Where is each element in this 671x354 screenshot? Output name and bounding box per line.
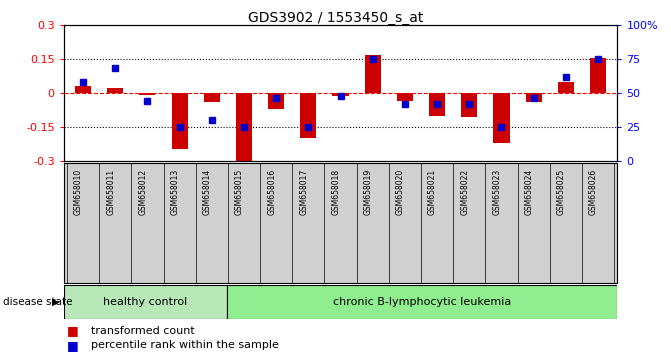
Bar: [397, 93, 413, 101]
Text: GSM658013: GSM658013: [170, 169, 180, 215]
Text: ▶: ▶: [52, 297, 59, 307]
Text: chronic B-lymphocytic leukemia: chronic B-lymphocytic leukemia: [333, 297, 511, 307]
Text: GSM658010: GSM658010: [74, 169, 83, 215]
Bar: [333, 93, 348, 96]
Bar: [107, 88, 123, 93]
Text: transformed count: transformed count: [91, 326, 195, 336]
Text: GDS3902 / 1553450_s_at: GDS3902 / 1553450_s_at: [248, 11, 423, 25]
Bar: [75, 86, 91, 93]
Bar: [525, 93, 541, 102]
Text: percentile rank within the sample: percentile rank within the sample: [91, 340, 278, 350]
Text: GSM658019: GSM658019: [364, 169, 372, 215]
Bar: [227, 285, 617, 319]
Bar: [461, 93, 477, 117]
Bar: [493, 93, 509, 143]
Bar: [172, 93, 188, 149]
Text: GSM658016: GSM658016: [267, 169, 276, 215]
Bar: [140, 93, 156, 95]
Text: GSM658011: GSM658011: [106, 169, 115, 215]
Bar: [429, 93, 445, 116]
Text: ■: ■: [67, 325, 79, 337]
Text: GSM658021: GSM658021: [428, 169, 437, 215]
Bar: [236, 93, 252, 161]
Text: GSM658018: GSM658018: [331, 169, 341, 215]
Text: GSM658025: GSM658025: [557, 169, 566, 215]
Text: GSM658014: GSM658014: [203, 169, 212, 215]
Bar: [590, 58, 606, 93]
Text: ■: ■: [67, 339, 79, 352]
Text: GSM658012: GSM658012: [138, 169, 148, 215]
Text: GSM658015: GSM658015: [235, 169, 244, 215]
Text: GSM658022: GSM658022: [460, 169, 469, 215]
Bar: [268, 93, 285, 109]
Bar: [64, 285, 227, 319]
Text: disease state: disease state: [3, 297, 73, 307]
Bar: [364, 56, 380, 93]
Bar: [204, 93, 220, 102]
Bar: [558, 81, 574, 93]
Text: GSM658024: GSM658024: [525, 169, 533, 215]
Bar: [301, 93, 317, 138]
Text: GSM658026: GSM658026: [589, 169, 598, 215]
Text: GSM658017: GSM658017: [299, 169, 309, 215]
Text: healthy control: healthy control: [103, 297, 187, 307]
Text: GSM658023: GSM658023: [493, 169, 501, 215]
Text: GSM658020: GSM658020: [396, 169, 405, 215]
